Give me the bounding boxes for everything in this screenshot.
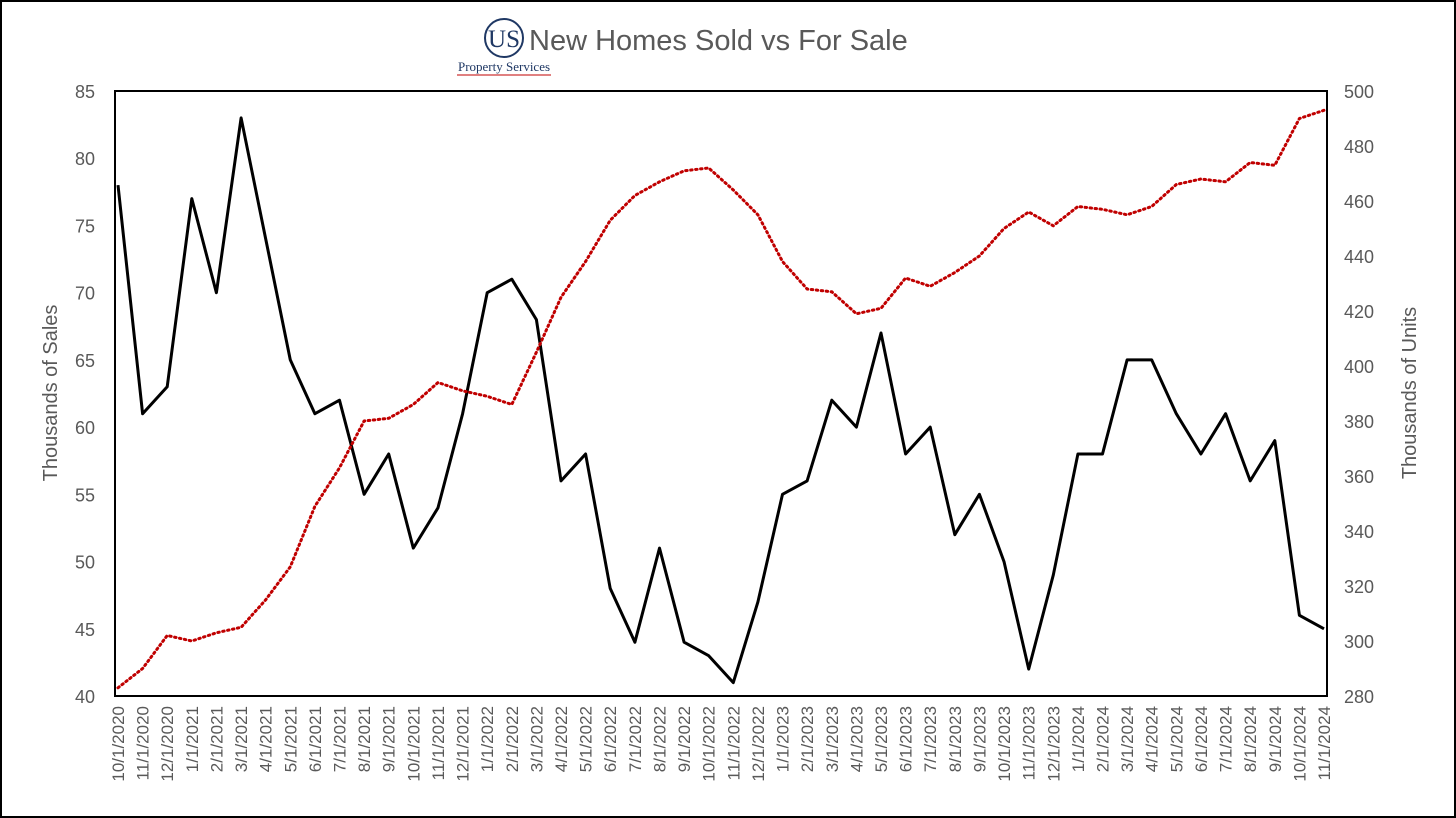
logo-mark: US <box>488 26 520 53</box>
y-tick-label: 55 <box>75 485 95 505</box>
x-tick-label: 10/1/2021 <box>404 706 423 782</box>
x-tick-label: 2/1/2023 <box>798 706 817 772</box>
x-tick-label: 12/1/2020 <box>158 706 177 782</box>
y2-tick-label: 400 <box>1344 357 1374 377</box>
x-tick-label: 7/1/2024 <box>1217 706 1236 772</box>
x-tick-label: 1/1/2022 <box>478 706 497 772</box>
y-tick-label: 70 <box>75 284 95 304</box>
y-tick-label: 50 <box>75 553 95 573</box>
x-tick-label: 6/1/2024 <box>1192 706 1211 772</box>
x-tick-label: 9/1/2023 <box>970 706 989 772</box>
x-tick-label: 5/1/2024 <box>1167 706 1186 772</box>
right-axis-ticks: 280 300 320 340 360 380 400 420 440 460 480 500 <box>1344 82 1374 707</box>
plot-area <box>114 90 1328 697</box>
y2-tick-label: 460 <box>1344 192 1374 212</box>
y2-tick-label: 440 <box>1344 247 1374 267</box>
x-tick-label: 11/1/2022 <box>724 706 743 780</box>
y2-tick-label: 380 <box>1344 412 1374 432</box>
y-tick-label: 40 <box>75 687 95 707</box>
x-tick-label: 12/1/2023 <box>1044 706 1063 782</box>
x-tick-label: 9/1/2022 <box>675 706 694 772</box>
x-tick-label: 11/1/2020 <box>134 706 153 780</box>
x-tick-label: 5/1/2022 <box>577 706 596 772</box>
x-tick-label: 2/1/2022 <box>503 706 522 772</box>
x-tick-label: 11/1/2021 <box>429 706 448 780</box>
x-tick-label: 6/1/2022 <box>601 706 620 772</box>
x-tick-label: 4/1/2022 <box>552 706 571 772</box>
x-tick-label: 12/1/2022 <box>749 706 768 782</box>
y-tick-label: 75 <box>75 216 95 236</box>
x-tick-label: 8/1/2023 <box>946 706 965 772</box>
x-tick-label: 5/1/2023 <box>872 706 891 772</box>
y-tick-label: 80 <box>75 149 95 169</box>
x-tick-label: 3/1/2021 <box>232 706 251 772</box>
logo-circle-icon <box>484 18 524 58</box>
x-tick-label: 7/1/2023 <box>921 706 940 772</box>
series-line-for-sale <box>116 108 1326 690</box>
x-tick-label: 12/1/2021 <box>454 706 473 782</box>
y2-tick-label: 360 <box>1344 467 1374 487</box>
y2-axis-label: Thousands of Units <box>1399 307 1421 479</box>
y-tick-label: 85 <box>75 82 95 102</box>
x-tick-label: 2/1/2021 <box>207 706 226 772</box>
y-tick-label: 65 <box>75 351 95 371</box>
x-axis-ticks: 10/1/2020 11/1/2020 12/1/2020 1/1/2021 2/1/2… <box>109 706 1334 782</box>
x-tick-label: 6/1/2023 <box>897 706 916 772</box>
series-layer <box>116 108 1326 690</box>
x-tick-label: 10/1/2024 <box>1290 706 1309 782</box>
y2-tick-label: 280 <box>1344 687 1374 707</box>
x-tick-label: 3/1/2023 <box>823 706 842 772</box>
left-axis-ticks: 40 45 50 55 60 65 70 75 80 85 <box>75 82 95 707</box>
x-tick-label: 11/1/2024 <box>1315 706 1334 780</box>
x-tick-label: 11/1/2023 <box>1020 706 1039 780</box>
x-tick-label: 4/1/2024 <box>1143 706 1162 772</box>
y2-tick-label: 500 <box>1344 82 1374 102</box>
x-tick-label: 7/1/2022 <box>626 706 645 772</box>
y2-tick-label: 300 <box>1344 632 1374 652</box>
series-line-sold <box>116 116 1325 685</box>
x-tick-label: 6/1/2021 <box>306 706 325 772</box>
x-tick-label: 3/1/2024 <box>1118 706 1137 772</box>
x-tick-label: 4/1/2023 <box>847 706 866 772</box>
logo: US Property Services <box>457 18 551 76</box>
x-tick-label: 2/1/2024 <box>1093 706 1112 772</box>
x-tick-label: 10/1/2023 <box>995 706 1014 782</box>
y-tick-label: 45 <box>75 620 95 640</box>
x-tick-label: 1/1/2021 <box>183 706 202 772</box>
x-tick-label: 10/1/2020 <box>109 706 128 782</box>
x-tick-label: 1/1/2023 <box>774 706 793 772</box>
x-tick-label: 4/1/2021 <box>257 706 276 772</box>
y2-tick-label: 320 <box>1344 577 1374 597</box>
x-tick-label: 5/1/2021 <box>281 706 300 772</box>
x-tick-label: 7/1/2021 <box>331 706 350 772</box>
x-tick-label: 9/1/2021 <box>380 706 399 772</box>
x-tick-label: 8/1/2022 <box>650 706 669 772</box>
x-tick-label: 1/1/2024 <box>1069 706 1088 772</box>
x-tick-label: 9/1/2024 <box>1266 706 1285 772</box>
x-tick-label: 8/1/2024 <box>1241 706 1260 772</box>
y-tick-label: 60 <box>75 418 95 438</box>
y2-tick-label: 420 <box>1344 302 1374 322</box>
x-tick-label: 3/1/2022 <box>527 706 546 772</box>
logo-subtitle: Property Services <box>458 59 550 74</box>
y2-tick-label: 340 <box>1344 522 1374 542</box>
y2-tick-label: 480 <box>1344 137 1374 157</box>
chart-title: New Homes Sold vs For Sale <box>529 25 908 57</box>
y-axis-label: Thousands of Sales <box>40 305 62 482</box>
x-tick-label: 8/1/2021 <box>355 706 374 772</box>
x-tick-label: 10/1/2022 <box>700 706 719 782</box>
